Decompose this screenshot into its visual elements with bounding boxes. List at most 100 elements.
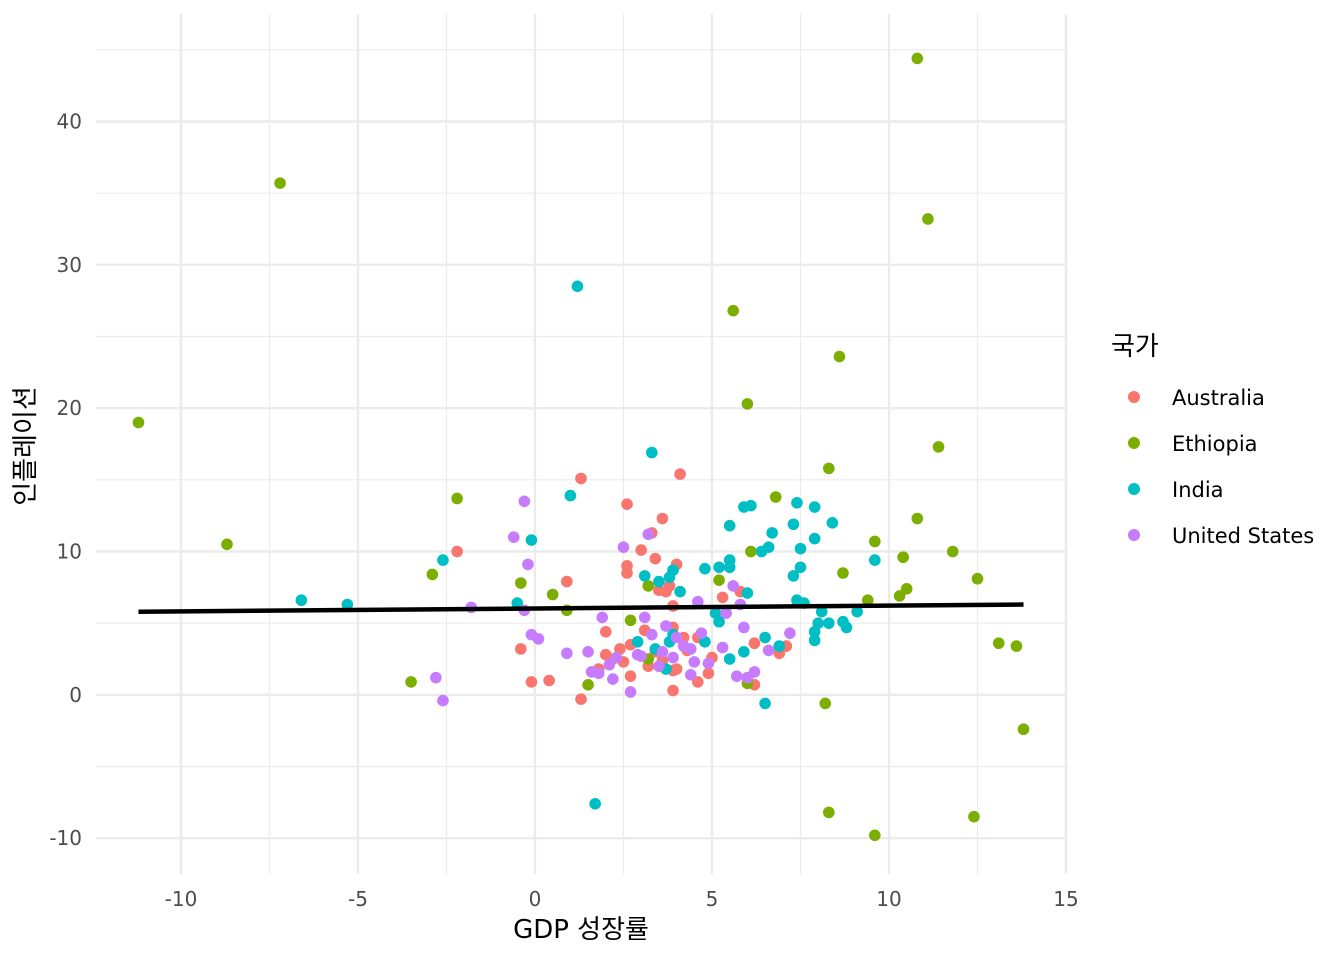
point-united-states <box>720 607 732 619</box>
point-india <box>808 532 821 545</box>
point-india <box>341 598 354 611</box>
point-ethiopia <box>745 545 757 558</box>
point-india <box>759 697 771 710</box>
point-australia <box>667 684 679 697</box>
x-tick-label: -10 <box>165 887 198 911</box>
point-united-states <box>596 611 609 624</box>
point-india <box>794 561 807 574</box>
legend-items: Australia Ethiopia India United States <box>1128 386 1314 548</box>
point-united-states <box>670 631 683 644</box>
data-points <box>132 52 1030 842</box>
point-india <box>653 575 665 588</box>
point-ethiopia <box>582 679 594 691</box>
point-ethiopia <box>274 177 286 189</box>
point-united-states <box>624 686 637 698</box>
legend-key-united-states <box>1128 529 1140 541</box>
point-united-states <box>646 628 658 641</box>
point-india <box>571 280 584 293</box>
legend-label-united-states: United States <box>1172 524 1314 548</box>
point-ethiopia <box>861 594 874 607</box>
legend-title: 국가 <box>1111 332 1159 362</box>
x-tick-label: 0 <box>529 887 542 911</box>
point-united-states <box>730 670 743 682</box>
point-united-states <box>684 668 697 681</box>
minor-gridlines <box>96 14 1066 874</box>
point-ethiopia <box>869 829 881 842</box>
point-australia <box>543 674 555 687</box>
point-united-states <box>748 666 761 678</box>
point-united-states <box>702 657 715 670</box>
point-india <box>674 585 686 598</box>
point-australia <box>624 670 637 682</box>
point-australia <box>635 544 647 556</box>
point-india <box>773 640 786 652</box>
point-ethiopia <box>426 568 439 581</box>
point-ethiopia <box>1010 640 1023 652</box>
point-ethiopia <box>946 545 959 558</box>
point-india <box>638 570 651 582</box>
point-united-states <box>631 648 644 661</box>
legend-key-india <box>1128 483 1140 495</box>
x-tick-label: 15 <box>1053 887 1078 911</box>
point-ethiopia <box>546 588 559 601</box>
point-ethiopia <box>897 551 909 564</box>
point-united-states <box>677 640 690 652</box>
point-united-states <box>692 595 704 608</box>
trend-line-group <box>138 602 1024 614</box>
point-india <box>787 570 800 582</box>
y-tick-label: -10 <box>49 826 82 850</box>
legend-key-ethiopia <box>1128 437 1140 449</box>
legend-label-ethiopia: Ethiopia <box>1172 432 1258 456</box>
point-india <box>564 489 577 502</box>
point-united-states <box>660 620 672 632</box>
trend-line <box>138 602 1024 614</box>
x-tick-label: 5 <box>706 887 719 911</box>
point-india <box>738 646 750 658</box>
y-axis-title: 인플레이션 <box>11 386 41 506</box>
point-united-states <box>656 646 669 658</box>
point-india <box>766 527 778 539</box>
point-united-states <box>592 667 605 680</box>
point-india <box>713 561 725 574</box>
legend-label-australia: Australia <box>1172 386 1265 410</box>
point-united-states <box>617 541 630 553</box>
point-united-states <box>532 633 545 645</box>
point-ethiopia <box>900 582 913 595</box>
point-australia <box>621 498 633 511</box>
point-united-states <box>667 651 679 664</box>
y-axis-ticks: -10 0 10 20 30 40 <box>49 110 82 851</box>
point-india <box>699 562 711 575</box>
point-ethiopia <box>769 491 782 503</box>
point-australia <box>515 643 527 655</box>
point-ethiopia <box>405 676 417 688</box>
point-india <box>808 634 821 647</box>
point-india <box>869 554 881 566</box>
y-tick-label: 20 <box>57 396 82 420</box>
point-ethiopia <box>932 441 945 453</box>
point-australia <box>525 676 538 688</box>
point-united-states <box>716 641 729 654</box>
point-australia <box>451 545 463 558</box>
point-india <box>295 594 308 607</box>
x-axis-ticks: -10 -5 0 5 10 15 <box>165 887 1079 911</box>
point-ethiopia <box>823 462 835 475</box>
point-india <box>759 631 771 644</box>
x-axis-title: GDP 성장률 <box>513 915 649 945</box>
point-india <box>589 797 601 810</box>
point-india <box>826 517 839 529</box>
point-australia <box>575 472 587 485</box>
point-australia <box>599 625 612 638</box>
point-united-states <box>518 495 531 508</box>
point-australia <box>653 584 665 596</box>
legend: 국가 Australia Ethiopia India United States <box>1111 332 1314 548</box>
point-ethiopia <box>893 590 906 602</box>
point-australia <box>621 567 633 579</box>
legend-label-india: India <box>1172 478 1224 502</box>
point-united-states <box>522 558 534 571</box>
point-australia <box>748 637 761 650</box>
point-australia <box>575 693 587 705</box>
point-ethiopia <box>1017 723 1030 736</box>
point-india <box>646 446 658 459</box>
point-india <box>840 621 853 634</box>
